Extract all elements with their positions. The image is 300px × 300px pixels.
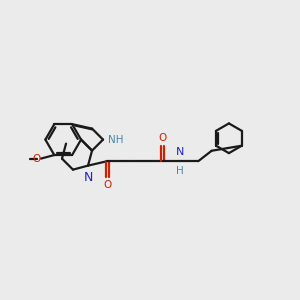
Text: H: H — [176, 166, 184, 176]
Text: O: O — [103, 180, 112, 190]
Text: O: O — [32, 154, 40, 164]
Text: N: N — [176, 147, 184, 157]
Text: O: O — [158, 133, 167, 143]
Text: N: N — [84, 171, 93, 184]
Text: NH: NH — [108, 135, 124, 145]
